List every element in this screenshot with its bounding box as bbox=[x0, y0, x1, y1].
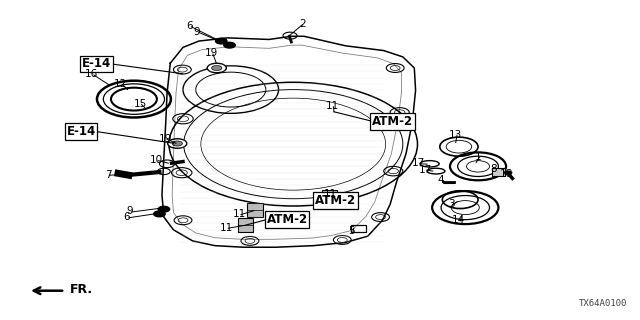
Text: E-14: E-14 bbox=[82, 57, 111, 70]
Text: 9: 9 bbox=[194, 27, 200, 37]
Bar bbox=[492, 168, 505, 176]
Text: TX64A0100: TX64A0100 bbox=[579, 299, 627, 308]
Text: 3: 3 bbox=[448, 199, 454, 209]
Bar bbox=[238, 218, 253, 232]
Text: 12: 12 bbox=[114, 79, 127, 89]
Text: 6: 6 bbox=[124, 212, 130, 222]
Text: E-14: E-14 bbox=[67, 125, 96, 138]
Text: 11: 11 bbox=[326, 101, 339, 111]
Text: 2: 2 bbox=[299, 19, 305, 29]
Text: 14: 14 bbox=[452, 215, 465, 225]
Circle shape bbox=[172, 141, 182, 146]
Circle shape bbox=[216, 38, 227, 44]
Text: 18: 18 bbox=[499, 169, 513, 179]
Circle shape bbox=[504, 171, 513, 175]
Circle shape bbox=[154, 211, 165, 217]
Text: 7: 7 bbox=[105, 170, 112, 180]
Bar bbox=[247, 203, 262, 217]
Text: 17: 17 bbox=[412, 158, 426, 168]
Text: 17: 17 bbox=[419, 164, 432, 174]
Text: 9: 9 bbox=[126, 206, 132, 216]
Text: 8: 8 bbox=[490, 164, 497, 174]
Circle shape bbox=[168, 139, 187, 148]
Text: 6: 6 bbox=[186, 21, 193, 31]
Text: 5: 5 bbox=[349, 226, 355, 236]
Text: 19: 19 bbox=[205, 48, 218, 59]
Text: 15: 15 bbox=[134, 99, 147, 109]
Text: FR.: FR. bbox=[70, 283, 93, 296]
Text: ATM-2: ATM-2 bbox=[315, 194, 356, 207]
Text: 1: 1 bbox=[475, 152, 481, 162]
Circle shape bbox=[224, 42, 236, 48]
Text: 13: 13 bbox=[449, 130, 462, 140]
Circle shape bbox=[212, 66, 222, 70]
Circle shape bbox=[283, 32, 297, 39]
Circle shape bbox=[158, 206, 170, 212]
Text: 11: 11 bbox=[324, 188, 337, 199]
Text: 11: 11 bbox=[232, 209, 246, 219]
Bar bbox=[351, 225, 366, 232]
Circle shape bbox=[157, 168, 170, 175]
Text: 10: 10 bbox=[150, 155, 163, 165]
Text: 19: 19 bbox=[159, 134, 172, 144]
Text: 11: 11 bbox=[220, 223, 233, 233]
Text: ATM-2: ATM-2 bbox=[266, 213, 308, 226]
Text: 16: 16 bbox=[85, 69, 99, 79]
Circle shape bbox=[207, 63, 227, 73]
Circle shape bbox=[159, 160, 175, 168]
Bar bbox=[322, 189, 337, 204]
Text: ATM-2: ATM-2 bbox=[372, 115, 413, 128]
Text: 4: 4 bbox=[438, 175, 444, 185]
